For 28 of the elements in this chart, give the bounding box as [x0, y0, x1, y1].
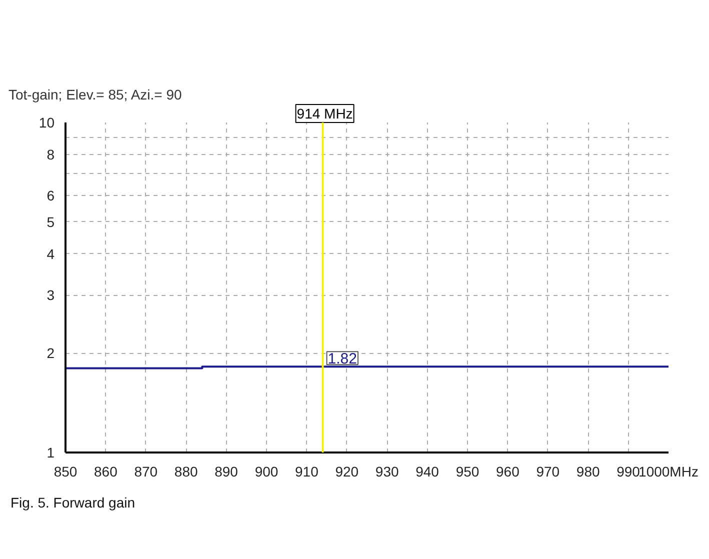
- x-tick-label: 880: [174, 464, 198, 480]
- y-tick-label: 8: [46, 146, 55, 162]
- x-tick-label: 910: [295, 464, 319, 480]
- x-tick-label: 980: [576, 464, 600, 480]
- annotation: 1.82: [328, 350, 357, 368]
- x-tick-label: 920: [335, 464, 359, 480]
- x-tick-label: 890: [214, 464, 238, 480]
- x-tick-label: 850: [54, 464, 78, 480]
- x-tick-label: 900: [254, 464, 278, 480]
- caption: Fig. 5. Forward gain: [10, 494, 135, 510]
- y-tick-label: 2: [46, 345, 55, 362]
- y-tick-label: 4: [46, 246, 55, 262]
- y-tick-label: 5: [46, 214, 55, 230]
- x-tick-label: 860: [94, 464, 118, 480]
- y-tick-label: 6: [46, 188, 55, 204]
- chart-title: Tot-gain; Elev.= 85; Azi.= 90: [8, 86, 182, 102]
- x-tick-label: 940: [416, 464, 440, 480]
- ref-line-label: 914 MHz: [296, 106, 353, 122]
- y-tick-label: 3: [46, 287, 55, 304]
- x-tick-label: 970: [536, 464, 560, 480]
- x-tick-label: 990: [616, 464, 640, 480]
- x-tick-label: 1000MHz: [638, 464, 698, 480]
- y-tick-label: 1: [46, 444, 55, 460]
- x-tick-label: 950: [456, 464, 480, 480]
- y-tick-label: 10: [38, 114, 55, 130]
- x-tick-label: 870: [134, 464, 158, 480]
- x-tick-label: 960: [496, 464, 520, 480]
- x-tick-label: 930: [375, 464, 399, 480]
